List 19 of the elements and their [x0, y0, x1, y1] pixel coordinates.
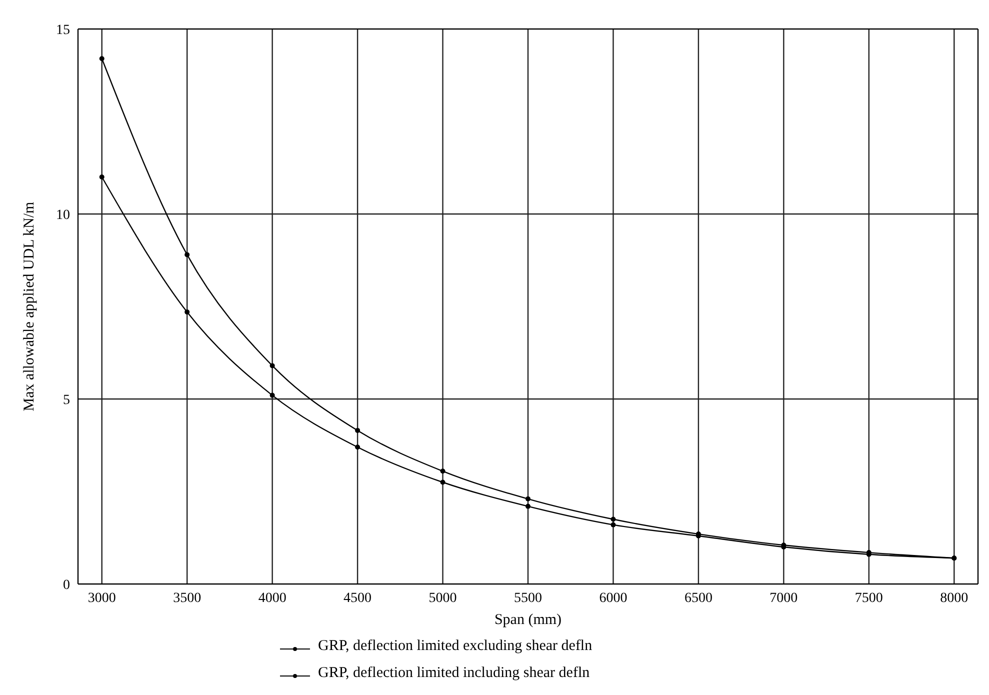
x-tick-label: 5000 [428, 590, 457, 606]
x-tick-label: 4000 [258, 590, 286, 606]
legend-label: GRP, deflection limited including shear defln [318, 665, 590, 682]
y-tick-label: 15 [56, 22, 70, 38]
y-tick-label: 0 [63, 578, 70, 593]
x-axis-title: Span (mm) [494, 612, 562, 628]
x-tick-label: 5500 [514, 590, 542, 606]
x-tick-label: 3500 [173, 590, 202, 606]
y-axis-title: Max allowable applied UDL kN/m [21, 201, 38, 412]
x-tick-label: 8000 [940, 590, 968, 606]
y-tick-label: 5 [63, 392, 70, 408]
x-tick-label: 7000 [770, 590, 798, 606]
y-tick-label: 10 [56, 208, 70, 223]
x-tick-label: 6000 [599, 590, 628, 606]
x-tick-label: 3000 [88, 590, 116, 606]
x-tick-label: 6500 [684, 590, 712, 606]
legend-label: GRP, deflection limited excluding shear defln [318, 638, 592, 655]
x-tick-label: 7500 [854, 590, 883, 606]
x-tick-label: 4500 [344, 590, 372, 606]
